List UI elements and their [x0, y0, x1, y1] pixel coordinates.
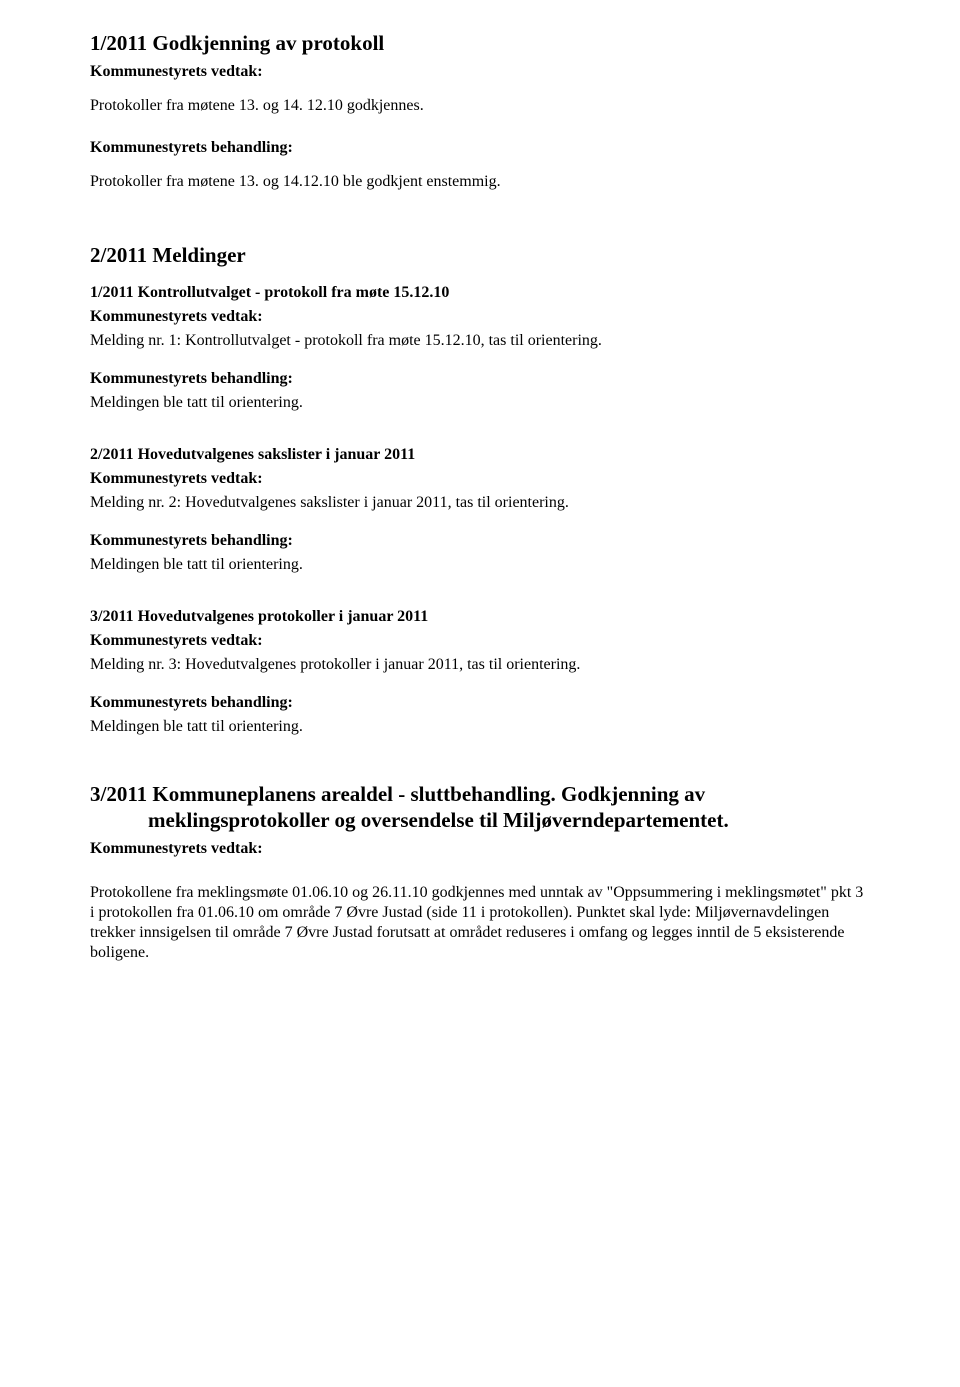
section-title: 3/2011 Kommuneplanens arealdel - sluttbe… [90, 781, 870, 834]
vedtak-label: Kommunestyrets vedtak: [90, 307, 870, 327]
vedtak-label: Kommunestyrets vedtak: [90, 631, 870, 651]
vedtak-label: Kommunestyrets vedtak: [90, 839, 870, 859]
behandling-text: Meldingen ble tatt til orientering. [90, 717, 870, 737]
behandling-label: Kommunestyrets behandling: [90, 138, 870, 158]
vedtak-text: Melding nr. 3: Hovedutvalgenes protokoll… [90, 655, 870, 675]
behandling-text: Meldingen ble tatt til orientering. [90, 393, 870, 413]
vedtak-text: Melding nr. 1: Kontrollutvalget - protok… [90, 331, 870, 351]
section-title: 1/2011 Godkjenning av protokoll [90, 30, 870, 56]
behandling-label: Kommunestyrets behandling: [90, 693, 870, 713]
behandling-label: Kommunestyrets behandling: [90, 531, 870, 551]
vedtak-text: Protokoller fra møtene 13. og 14. 12.10 … [90, 96, 870, 116]
behandling-text: Protokoller fra møtene 13. og 14.12.10 b… [90, 172, 870, 192]
vedtak-label: Kommunestyrets vedtak: [90, 62, 870, 82]
behandling-text: Meldingen ble tatt til orientering. [90, 555, 870, 575]
vedtak-text: Protokollene fra meklingsmøte 01.06.10 o… [90, 883, 870, 963]
vedtak-label: Kommunestyrets vedtak: [90, 469, 870, 489]
section-title: 2/2011 Meldinger [90, 242, 870, 268]
melding-title: 3/2011 Hovedutvalgenes protokoller i jan… [90, 607, 870, 627]
vedtak-text: Melding nr. 2: Hovedutvalgenes saksliste… [90, 493, 870, 513]
melding-title: 2/2011 Hovedutvalgenes sakslister i janu… [90, 445, 870, 465]
melding-title: 1/2011 Kontrollutvalget - protokoll fra … [90, 283, 870, 303]
behandling-label: Kommunestyrets behandling: [90, 369, 870, 389]
